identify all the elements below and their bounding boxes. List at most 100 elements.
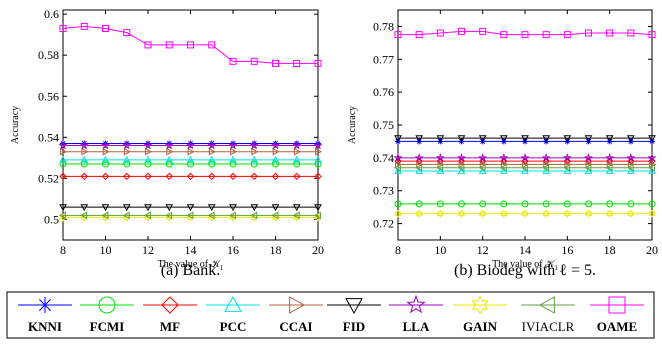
bank-y-tick-label: 0.58 — [38, 48, 59, 62]
biodeg-point-oame — [458, 27, 465, 35]
legend-label-mf: MF — [160, 319, 180, 334]
bank-x-tick-label: 14 — [185, 243, 197, 257]
biodeg-point-oame — [585, 29, 592, 37]
bank-y-tick-label: 0.6 — [44, 7, 59, 21]
bank-point-fid — [271, 204, 280, 212]
biodeg-point-gain — [521, 209, 529, 218]
biodeg-point-fid — [542, 135, 551, 143]
biodeg-point-fcmi — [394, 200, 402, 208]
biodeg-y-tick-label: 0.77 — [373, 52, 394, 66]
bank-point-ccai — [251, 147, 259, 156]
bank-point-lla — [270, 140, 281, 150]
bank-point-lla — [100, 140, 111, 150]
bank-point-mf — [101, 172, 110, 181]
bank-point-fcmi — [102, 160, 109, 168]
biodeg-point-lla — [541, 153, 551, 162]
legend-item-knni: KNNI — [18, 297, 72, 334]
bank-point-fid — [292, 204, 301, 212]
biodeg-point-fid — [478, 135, 487, 143]
bank-x-tick-label: 20 — [312, 243, 324, 257]
biodeg-point-lla — [435, 153, 445, 162]
bank-series-mf — [59, 172, 322, 181]
biodeg-point-gain — [479, 209, 487, 218]
biodeg-x-axis-label-sub: 1 — [554, 264, 558, 272]
bank-point-ccai — [166, 147, 174, 156]
biodeg-point-oame — [479, 27, 487, 35]
bank-point-oame — [80, 22, 88, 30]
biodeg-point-lla — [626, 153, 636, 162]
legend: KNNI FCMI MF PCC CCAI FID LLA GAIN IVIACLR OAME — [6, 291, 655, 339]
biodeg-point-gain — [648, 209, 656, 218]
biodeg-point-fcmi — [521, 200, 529, 208]
bank-point-iviaclr — [292, 211, 300, 220]
biodeg-series-ccai — [395, 160, 657, 169]
legend-marker-oame — [608, 296, 626, 314]
legend-item-mf: MF — [143, 296, 197, 334]
bank-point-fcmi — [250, 160, 258, 168]
bank-point-iviaclr — [122, 211, 130, 220]
biodeg-x-axis-label: The value of 𝒦1 — [492, 259, 558, 272]
bank-point-oame — [144, 41, 152, 49]
bank-point-mf — [59, 172, 67, 181]
biodeg-point-fid — [499, 135, 508, 143]
biodeg-point-oame — [415, 31, 423, 39]
bank-point-iviaclr — [58, 211, 66, 220]
bank-point-fid — [207, 204, 216, 212]
biodeg-point-fid — [605, 135, 614, 143]
bank-point-mf — [314, 172, 322, 181]
biodeg-point-fcmi — [436, 200, 444, 208]
bank-point-fid — [59, 204, 67, 212]
bank-point-iviaclr — [313, 211, 321, 220]
bank-x-axis-label: The value of 𝒦1 — [158, 259, 224, 272]
biodeg-point-oame — [394, 31, 402, 39]
bank-point-iviaclr — [250, 211, 258, 220]
biodeg-point-lla — [520, 153, 530, 162]
biodeg-y-tick-label: 0.73 — [373, 184, 394, 198]
biodeg-point-fcmi — [479, 200, 487, 208]
bank-x-axis-label-sub: 1 — [220, 264, 224, 272]
biodeg-point-iviaclr — [626, 163, 634, 172]
legend-marker-knni — [37, 297, 53, 313]
legend-box — [6, 291, 655, 339]
bank-point-iviaclr — [80, 211, 88, 220]
biodeg-point-oame — [606, 29, 614, 37]
legend-item-ccai: CCAI — [269, 296, 323, 334]
biodeg-point-lla — [605, 153, 615, 162]
biodeg-point-oame — [436, 29, 444, 37]
biodeg-point-iviaclr — [563, 163, 571, 172]
bank-series-iviaclr — [58, 211, 321, 220]
bank-point-oame — [165, 41, 173, 49]
bank-point-fcmi — [144, 160, 152, 168]
bank-point-ccai — [102, 147, 110, 156]
biodeg-point-fid — [626, 135, 635, 143]
bank-point-ccai — [272, 147, 280, 156]
biodeg-point-fcmi — [415, 200, 423, 208]
biodeg-point-iviaclr — [584, 163, 592, 172]
bank-point-ccai — [315, 147, 323, 156]
bank-point-oame — [59, 24, 67, 32]
biodeg-series-lla — [393, 153, 657, 162]
biodeg-y-tick-label: 0.78 — [373, 19, 394, 33]
legend-label-fid: FID — [343, 319, 365, 334]
biodeg-point-fcmi — [563, 200, 571, 208]
bank-y-tick-label: 0.52 — [38, 171, 59, 185]
bank-point-ccai — [208, 147, 216, 156]
bank-point-fcmi — [293, 160, 301, 168]
bank-point-pcc — [250, 155, 259, 163]
bank-point-mf — [250, 172, 258, 181]
bank-point-iviaclr — [101, 211, 109, 220]
bank-point-ccai — [293, 147, 301, 156]
bank-point-pcc — [229, 155, 237, 163]
biodeg-y-tick-label: 0.72 — [373, 217, 394, 231]
biodeg-point-iviaclr — [520, 163, 528, 172]
biodeg-point-fid — [563, 135, 572, 143]
biodeg-y-tick-label: 0.74 — [373, 151, 394, 165]
bank-point-lla — [164, 140, 174, 150]
bank-point-pcc — [314, 155, 322, 163]
bank-point-ccai — [230, 147, 238, 156]
biodeg-series-oame — [394, 27, 656, 39]
bank-point-fid — [229, 204, 237, 212]
biodeg-point-fid — [436, 135, 445, 143]
bank-point-mf — [165, 172, 173, 181]
